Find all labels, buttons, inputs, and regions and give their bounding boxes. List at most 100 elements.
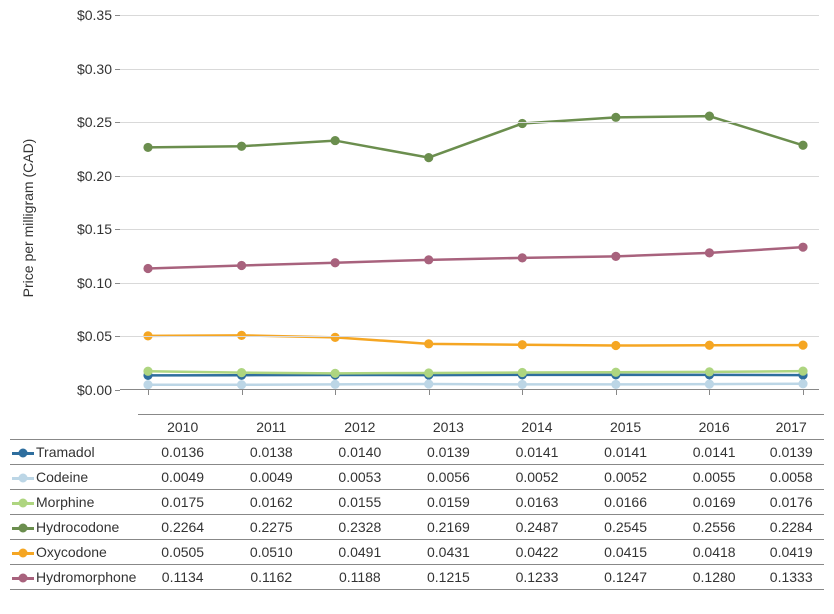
y-tick-mark <box>115 336 120 337</box>
chart-with-table: Price per milligram (CAD) $0.00$0.05$0.1… <box>10 10 834 590</box>
series-marker <box>144 143 152 151</box>
data-cell: 0.0058 <box>758 465 824 490</box>
series-marker <box>144 381 152 389</box>
x-tick-mark <box>242 390 243 395</box>
data-cell: 0.0049 <box>138 465 227 490</box>
x-tick-mark <box>429 390 430 395</box>
x-tick-mark <box>335 390 336 395</box>
series-name: Morphine <box>36 494 94 510</box>
series-marker <box>331 137 339 145</box>
series-marker <box>705 341 713 349</box>
series-marker <box>705 249 713 257</box>
data-cell: 0.1233 <box>493 565 582 590</box>
series-marker <box>425 369 433 377</box>
series-marker <box>799 243 807 251</box>
data-cell: 0.0418 <box>670 540 759 565</box>
series-line <box>148 384 803 385</box>
y-tick-label: $0.30 <box>77 61 112 77</box>
gridline <box>120 176 819 177</box>
x-category-label: 2013 <box>404 415 493 440</box>
data-cell: 0.0049 <box>227 465 316 490</box>
series-marker <box>518 254 526 262</box>
data-cell: 0.0510 <box>227 540 316 565</box>
data-cell: 0.0139 <box>404 440 493 465</box>
series-marker <box>799 141 807 149</box>
x-tick-mark <box>616 390 617 395</box>
gridline <box>120 336 819 337</box>
series-marker <box>144 367 152 375</box>
series-marker <box>705 112 713 120</box>
x-axis-line <box>120 389 819 390</box>
y-tick-mark <box>115 229 120 230</box>
series-marker <box>799 367 807 375</box>
data-cell: 0.0159 <box>404 490 493 515</box>
data-cell: 0.0166 <box>581 490 670 515</box>
x-category-label: 2015 <box>581 415 670 440</box>
x-tick-mark <box>803 390 804 395</box>
plot-region: $0.00$0.05$0.10$0.15$0.20$0.25$0.30$0.35 <box>120 15 819 390</box>
legend-swatch-icon <box>12 502 34 505</box>
legend-swatch-icon <box>12 577 34 580</box>
series-name: Oxycodone <box>36 544 107 560</box>
line-svg <box>120 15 819 390</box>
data-cell: 0.0419 <box>758 540 824 565</box>
y-tick-label: $0.20 <box>77 168 112 184</box>
y-tick-mark <box>115 15 120 16</box>
x-category-label: 2011 <box>227 415 316 440</box>
series-marker <box>425 154 433 162</box>
data-cell: 0.0176 <box>758 490 824 515</box>
x-category-label: 2016 <box>670 415 759 440</box>
series-name: Hydrocodone <box>36 519 119 535</box>
y-tick-mark <box>115 390 120 391</box>
series-marker <box>331 259 339 267</box>
y-tick-label: $0.35 <box>77 7 112 23</box>
series-name: Hydromorphone <box>36 569 136 585</box>
series-marker <box>612 380 620 388</box>
table-row: Hydrocodone0.22640.22750.23280.21690.248… <box>10 515 824 540</box>
data-cell: 0.0162 <box>227 490 316 515</box>
table-header-row: 20102011201220132014201520162017 <box>10 415 824 440</box>
series-marker <box>518 341 526 349</box>
gridline <box>120 283 819 284</box>
data-cell: 0.0139 <box>758 440 824 465</box>
series-legend-cell: Morphine <box>10 490 138 515</box>
data-cell: 0.2487 <box>493 515 582 540</box>
x-category-label: 2017 <box>758 415 824 440</box>
data-cell: 0.1247 <box>581 565 670 590</box>
series-name: Tramadol <box>36 444 95 460</box>
series-name: Codeine <box>36 469 88 485</box>
y-tick-mark <box>115 122 120 123</box>
data-cell: 0.0163 <box>493 490 582 515</box>
series-line <box>148 371 803 373</box>
data-cell: 0.1280 <box>670 565 759 590</box>
data-cell: 0.0141 <box>493 440 582 465</box>
series-marker <box>612 252 620 260</box>
data-cell: 0.0136 <box>138 440 227 465</box>
data-cell: 0.0431 <box>404 540 493 565</box>
data-table: 20102011201220132014201520162017 Tramadol… <box>10 414 824 590</box>
series-marker <box>518 380 526 388</box>
x-category-label: 2012 <box>316 415 405 440</box>
series-marker <box>612 113 620 121</box>
series-marker <box>425 256 433 264</box>
data-cell: 0.0140 <box>316 440 405 465</box>
y-tick-label: $0.10 <box>77 275 112 291</box>
table-row: Tramadol0.01360.01380.01400.01390.01410.… <box>10 440 824 465</box>
series-marker <box>238 331 246 339</box>
y-tick-label: $0.05 <box>77 328 112 344</box>
series-marker <box>238 142 246 150</box>
gridline <box>120 122 819 123</box>
data-cell: 0.2328 <box>316 515 405 540</box>
x-tick-mark <box>148 390 149 395</box>
data-cell: 0.0052 <box>493 465 582 490</box>
y-axis-title: Price per milligram (CAD) <box>20 139 36 298</box>
gridline <box>120 15 819 16</box>
data-cell: 0.0415 <box>581 540 670 565</box>
data-cell: 0.1215 <box>404 565 493 590</box>
table-row: Codeine0.00490.00490.00530.00560.00520.0… <box>10 465 824 490</box>
y-tick-label: $0.00 <box>77 382 112 398</box>
series-line <box>148 247 803 268</box>
gridline <box>120 229 819 230</box>
data-cell: 0.1134 <box>138 565 227 590</box>
x-tick-mark <box>709 390 710 395</box>
